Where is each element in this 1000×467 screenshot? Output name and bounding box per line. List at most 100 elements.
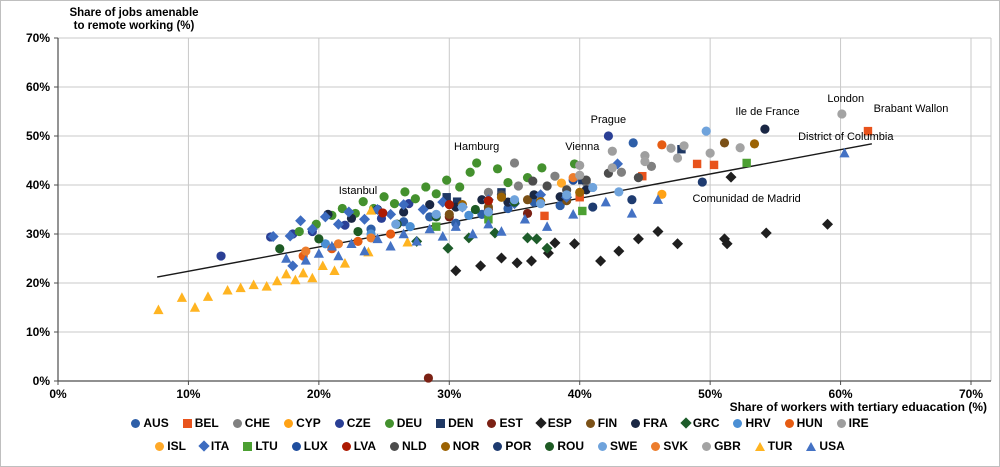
point-TUR: [365, 205, 377, 215]
annotation-label: Istanbul: [339, 185, 378, 197]
point-DEN: [452, 197, 462, 206]
point-GBR: [705, 148, 715, 158]
point-ESP: [475, 260, 487, 272]
point-ROU: [470, 204, 480, 215]
legend-marker-square-icon: [182, 418, 192, 428]
point-TUR: [261, 281, 272, 291]
legend-marker-square-icon: [436, 418, 446, 428]
legend-marker-circle-icon: [631, 418, 641, 428]
legend-marker-triangle-icon: [806, 441, 817, 451]
legend-item-BEL: BEL: [182, 416, 219, 430]
point-HUN: [385, 229, 396, 239]
point-USA: [483, 218, 494, 229]
legend-item-DEU: DEU: [384, 416, 423, 430]
point-USA: [626, 208, 637, 218]
legend-item-GRC: GRC: [680, 416, 719, 430]
point-USA: [450, 221, 461, 231]
legend-label: DEU: [396, 416, 423, 430]
legend-marker-circle-icon: [598, 441, 608, 451]
legend-label: CHE: [244, 416, 271, 430]
legend-marker-circle-icon: [155, 441, 165, 451]
legend-label: SVK: [663, 439, 689, 453]
legend-label: BEL: [194, 416, 219, 430]
point-USA: [300, 255, 311, 265]
point-LTU: [578, 206, 587, 216]
legend-label: CZE: [346, 416, 371, 430]
legend-marker-circle-icon: [545, 441, 555, 451]
point-HRV: [405, 222, 415, 232]
legend-item-IRE: IRE: [836, 416, 869, 430]
point-CZE: [603, 131, 614, 141]
legend-marker-circle-icon: [232, 418, 242, 428]
annotation-label: Brabant Wallon: [874, 103, 949, 115]
point-ITA: [343, 206, 355, 218]
legend-item-ITA: ITA: [198, 439, 229, 453]
legend-marker-triangle-icon: [754, 441, 765, 451]
point-ESP: [568, 238, 580, 250]
legend-marker-diamond-icon: [198, 440, 210, 452]
point-DEU: [465, 167, 475, 177]
legend-item-ESP: ESP: [535, 416, 572, 430]
legend-marker-square-icon: [243, 441, 253, 451]
point-TUR: [235, 282, 246, 293]
point-GBR: [679, 141, 689, 151]
point-BEL: [575, 193, 584, 202]
point-DEU: [472, 158, 482, 168]
point-DEU: [389, 199, 400, 209]
legend-item-DEN: DEN: [436, 416, 473, 430]
point-SWE: [588, 182, 598, 193]
point-ESP: [672, 238, 684, 250]
point-BEL: [863, 126, 873, 136]
point-ITA: [535, 189, 547, 201]
legend-label: HRV: [745, 416, 771, 430]
point-USA: [467, 228, 478, 239]
legend-marker-circle-icon: [651, 441, 661, 451]
legend-marker-circle-icon: [487, 418, 497, 428]
point-USA: [372, 233, 383, 244]
plot-area: 0% 10% 20% 30% 40% 50% 60% 70% 0% 10% 20% 30% 40% 50%…: [26, 31, 992, 401]
point-DEU: [421, 182, 431, 192]
legend-label: LVA: [353, 439, 377, 453]
point-HUN: [353, 236, 363, 246]
legend-marker-circle-icon: [836, 418, 846, 428]
y-axis-title: Share of jobs amenable to remote working…: [29, 7, 239, 33]
legend-item-ISL: ISL: [155, 439, 186, 453]
point-DEU: [358, 197, 368, 207]
legend-marker-circle-icon: [784, 418, 794, 428]
x-tick-label: 20%: [307, 387, 331, 401]
point-SVK: [301, 246, 311, 256]
point-USA: [437, 231, 448, 241]
point-NLD: [633, 173, 644, 183]
point-SWE: [535, 199, 546, 209]
legend-label: DEN: [448, 416, 474, 430]
point-GRC: [442, 242, 454, 254]
point-ESP: [721, 238, 733, 250]
point-NLD: [542, 181, 552, 191]
point-AUS: [555, 200, 565, 211]
annotation-label: Ile de France: [735, 106, 799, 118]
point-IRE: [607, 146, 617, 156]
point-SWE: [457, 202, 467, 212]
legend-marker-circle-icon: [702, 441, 712, 451]
point-FIN: [444, 209, 454, 219]
point-TUR: [317, 260, 328, 271]
point-USA: [326, 240, 337, 251]
point-DEN: [442, 193, 451, 202]
point-POR: [627, 195, 637, 205]
point-USA: [398, 228, 409, 239]
point-LVA: [378, 208, 388, 218]
point-ESP: [495, 252, 507, 264]
point-NOR: [749, 139, 760, 149]
point-ITA: [295, 215, 307, 227]
point-ESP: [822, 218, 834, 230]
point-LTU: [742, 158, 751, 168]
legend-item-FRA: FRA: [631, 416, 668, 430]
legend-marker-circle-icon: [334, 418, 344, 428]
point-TUR: [153, 304, 164, 315]
point-ROU: [275, 244, 285, 254]
legend-label: ESP: [547, 416, 572, 430]
point-DEU: [537, 163, 547, 173]
point-DEU: [294, 226, 304, 237]
legend-item-CYP: CYP: [284, 416, 321, 430]
